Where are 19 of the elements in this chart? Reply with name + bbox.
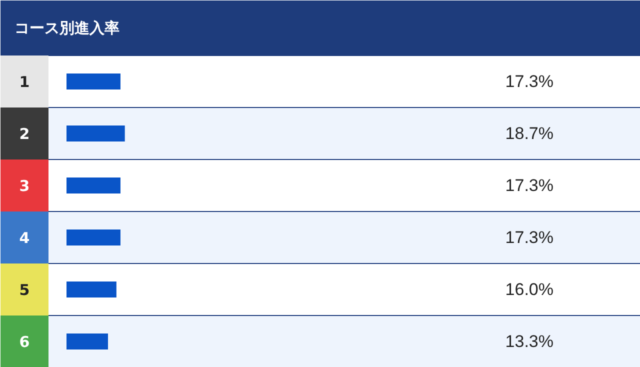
data-label: 17.3% [505, 228, 554, 247]
data-label: 17.3% [505, 72, 554, 91]
bar [66, 334, 108, 350]
bar [66, 230, 120, 246]
data-label: 16.0% [505, 280, 554, 299]
data-label: 17.3% [505, 176, 554, 195]
y-tick-label: 4 [19, 229, 30, 247]
y-tick-label: 5 [19, 281, 30, 299]
bar [66, 126, 125, 142]
y-tick-label: 2 [19, 125, 30, 143]
bar [66, 74, 120, 90]
bar [66, 178, 120, 194]
data-label: 18.7% [505, 124, 554, 143]
y-tick-label: 1 [19, 73, 30, 91]
bar [66, 282, 116, 298]
chart-title: コース別進入率 [14, 19, 120, 37]
data-label: 13.3% [505, 332, 554, 351]
y-tick-label: 3 [19, 177, 30, 195]
y-tick-label: 6 [19, 333, 30, 351]
